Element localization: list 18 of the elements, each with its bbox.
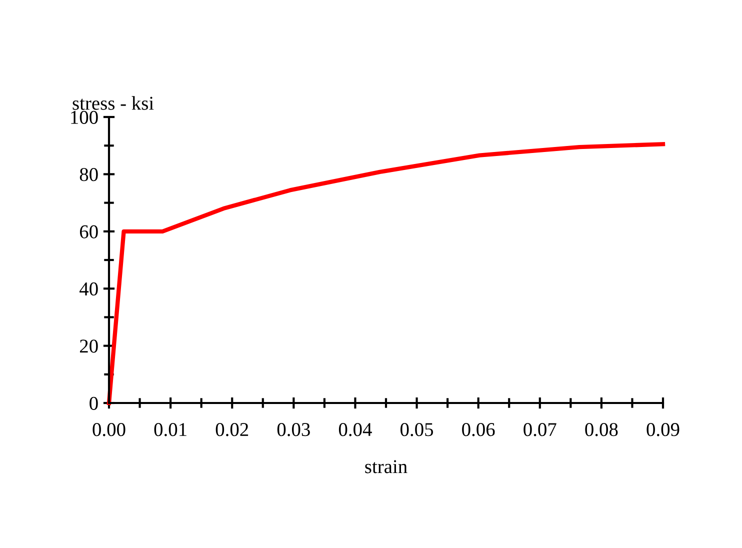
x-tick-label: 0.06 [462,423,495,436]
y-axis-title: stress - ksi [72,96,154,110]
y-tick-label: 20 [80,340,98,353]
x-tick-label: 0.02 [216,423,248,436]
x-tick-label: 0.08 [585,423,618,436]
y-tick-label: 80 [80,168,98,182]
x-tick-label: 0.04 [338,423,372,436]
x-tick-label: 0.05 [400,423,434,436]
x-axis-title: strain [365,460,408,474]
x-tick-label: 0.09 [646,423,680,436]
y-tick-label: 100 [71,110,98,124]
x-tick-label: 0.00 [92,423,126,436]
y-tick-label: 40 [80,282,98,296]
y-tick-label: 60 [80,225,98,238]
y-tick-label: 0 [90,396,98,410]
x-tick-label: 0.01 [154,423,186,436]
x-tick-label: 0.03 [277,423,310,436]
x-tick-label: 0.07 [524,423,556,436]
